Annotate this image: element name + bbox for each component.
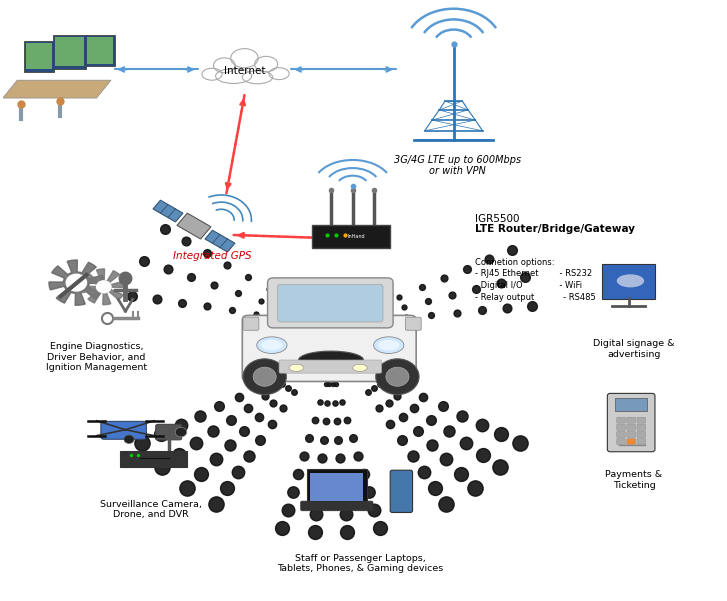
FancyBboxPatch shape [52, 35, 87, 69]
Circle shape [124, 435, 134, 444]
Circle shape [376, 359, 419, 395]
Circle shape [243, 359, 286, 395]
FancyBboxPatch shape [26, 43, 52, 70]
Text: Staff or Passenger Laptops,
Tablets, Phones, & Gaming devices: Staff or Passenger Laptops, Tablets, Pho… [277, 554, 443, 573]
Text: Payments &
Ticketing: Payments & Ticketing [606, 470, 662, 490]
FancyBboxPatch shape [406, 317, 421, 331]
Ellipse shape [269, 68, 289, 79]
Text: 3G/4G LTE up to 600Mbps
or with VPN: 3G/4G LTE up to 600Mbps or with VPN [394, 154, 521, 176]
FancyBboxPatch shape [101, 421, 146, 439]
FancyBboxPatch shape [279, 360, 382, 373]
Ellipse shape [230, 49, 258, 68]
Ellipse shape [254, 56, 278, 72]
Polygon shape [177, 213, 211, 239]
FancyBboxPatch shape [268, 278, 393, 328]
Text: InHand: InHand [348, 234, 365, 239]
FancyBboxPatch shape [24, 41, 54, 72]
Text: Engine Diagnostics,
Driver Behavior, and
Ignition Management: Engine Diagnostics, Driver Behavior, and… [46, 342, 147, 372]
Circle shape [66, 274, 87, 291]
Text: Connetion options:
- RJ45 Ethernet        - RS232
- Digital I/O              - W: Connetion options: - RJ45 Ethernet - RS2… [475, 258, 596, 302]
FancyBboxPatch shape [616, 417, 625, 423]
FancyBboxPatch shape [627, 439, 635, 445]
Polygon shape [3, 80, 111, 98]
FancyBboxPatch shape [616, 439, 625, 445]
FancyBboxPatch shape [627, 417, 635, 423]
Ellipse shape [299, 351, 364, 369]
Polygon shape [49, 260, 104, 305]
Ellipse shape [616, 274, 644, 287]
FancyBboxPatch shape [55, 37, 84, 67]
FancyBboxPatch shape [156, 424, 182, 440]
FancyBboxPatch shape [307, 469, 367, 504]
FancyBboxPatch shape [601, 264, 655, 299]
Ellipse shape [378, 340, 400, 350]
FancyBboxPatch shape [85, 35, 116, 66]
Ellipse shape [374, 337, 404, 353]
FancyBboxPatch shape [627, 424, 635, 430]
FancyBboxPatch shape [627, 432, 635, 438]
FancyBboxPatch shape [121, 451, 187, 466]
Circle shape [175, 427, 187, 437]
Circle shape [253, 367, 276, 386]
FancyBboxPatch shape [301, 501, 373, 511]
Ellipse shape [289, 364, 304, 371]
FancyBboxPatch shape [637, 417, 646, 423]
FancyBboxPatch shape [87, 37, 113, 64]
FancyBboxPatch shape [616, 432, 625, 438]
FancyBboxPatch shape [242, 316, 416, 382]
Text: Digital signage &
advertising: Digital signage & advertising [593, 339, 675, 359]
FancyBboxPatch shape [637, 424, 646, 430]
FancyBboxPatch shape [390, 470, 412, 513]
FancyBboxPatch shape [310, 472, 364, 501]
Ellipse shape [353, 364, 367, 371]
FancyBboxPatch shape [312, 225, 390, 248]
Circle shape [97, 281, 111, 293]
Polygon shape [82, 269, 126, 305]
FancyBboxPatch shape [637, 439, 646, 445]
Polygon shape [153, 200, 183, 222]
Ellipse shape [214, 58, 235, 73]
Ellipse shape [257, 337, 287, 353]
Polygon shape [205, 230, 235, 252]
FancyBboxPatch shape [615, 398, 647, 411]
FancyBboxPatch shape [243, 317, 259, 331]
Ellipse shape [202, 69, 222, 80]
Text: Integrated GPS: Integrated GPS [173, 251, 252, 261]
Circle shape [386, 367, 409, 386]
Text: LTE Router/Bridge/Gateway: LTE Router/Bridge/Gateway [475, 224, 635, 234]
Ellipse shape [216, 69, 252, 84]
FancyBboxPatch shape [637, 432, 646, 438]
Text: Internet: Internet [224, 66, 265, 76]
Ellipse shape [261, 340, 283, 350]
FancyBboxPatch shape [278, 284, 383, 322]
Text: Surveillance Camera,
Drone, and DVR: Surveillance Camera, Drone, and DVR [100, 500, 201, 519]
FancyBboxPatch shape [616, 424, 625, 430]
Ellipse shape [242, 71, 273, 84]
FancyBboxPatch shape [607, 394, 655, 452]
Text: IGR5500: IGR5500 [475, 214, 520, 224]
